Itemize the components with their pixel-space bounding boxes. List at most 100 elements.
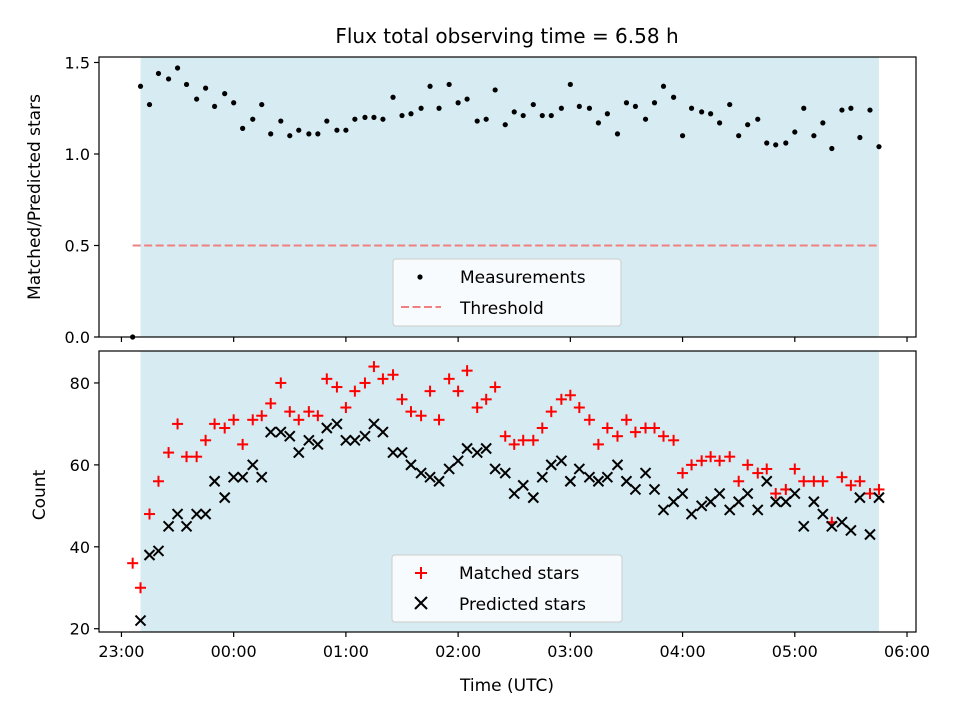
measurement-point <box>194 96 200 102</box>
predicted-star-point <box>704 496 717 508</box>
top-ytick-label: 0.5 <box>65 236 90 255</box>
measurement-point <box>576 103 582 110</box>
predicted-star-point <box>377 426 389 438</box>
matched-star-point <box>836 471 848 483</box>
matched-star-point <box>265 397 277 409</box>
measurement-point <box>455 100 461 106</box>
matched-star-point <box>219 422 231 434</box>
x-tick-label: 04:00 <box>660 642 706 661</box>
matched-star-point <box>237 438 249 450</box>
predicted-star-point <box>162 520 175 533</box>
measurement-point <box>699 109 705 115</box>
matched-star-point <box>686 459 698 471</box>
predicted-star-point <box>471 446 483 459</box>
bottom-ytick-label: 80 <box>70 374 90 393</box>
measurement-point <box>137 83 144 89</box>
measurement-point <box>324 118 330 124</box>
measurement-point <box>530 101 536 108</box>
measurement-point <box>203 85 209 91</box>
matched-star-point <box>770 488 782 500</box>
measurement-point <box>595 120 602 126</box>
matched-star-point <box>181 451 193 463</box>
measurement-point <box>390 94 396 100</box>
predicted-star-point <box>639 467 652 479</box>
matched-star-point <box>191 451 203 463</box>
predicted-star-point <box>499 467 511 479</box>
legend-threshold-label: Threshold <box>459 299 544 319</box>
measurement-point <box>736 133 742 139</box>
matched-star-point <box>564 389 576 401</box>
bottom-legend: Matched stars Predicted stars <box>391 554 623 623</box>
predicted-star-point <box>517 479 529 492</box>
matched-star-point <box>452 385 464 397</box>
matched-star-point <box>405 406 417 418</box>
predicted-star-point <box>752 504 764 516</box>
predicted-star-point <box>648 483 661 496</box>
predicted-star-point <box>190 508 203 520</box>
predicted-star-point <box>761 475 773 487</box>
matched-star-point <box>256 410 268 422</box>
matched-star-point <box>817 475 829 487</box>
bottom-ytick-label: 40 <box>70 538 90 557</box>
predicted-star-point <box>321 422 333 434</box>
matched-star-point <box>321 373 333 385</box>
measurement-point <box>717 120 723 126</box>
measurement-point <box>867 107 873 113</box>
predicted-star-point <box>264 426 277 438</box>
matched-star-point <box>284 406 296 418</box>
measurement-point <box>183 81 190 88</box>
measurement-point <box>857 134 863 141</box>
predicted-star-point <box>601 471 614 483</box>
matched-star-point <box>489 381 501 393</box>
measurement-point <box>548 112 554 119</box>
predicted-star-point <box>180 520 193 533</box>
predicted-star-point <box>218 491 231 504</box>
measurement-point <box>174 65 181 71</box>
predicted-star-point <box>171 508 184 520</box>
matched-star-point <box>696 455 708 467</box>
measurement-point <box>660 83 667 89</box>
measurement-point <box>811 133 817 139</box>
measurement-point <box>764 140 770 146</box>
predicted-star-point <box>415 467 427 479</box>
matched-star-point <box>657 430 669 442</box>
measurement-point <box>231 100 237 106</box>
measurement-point <box>165 76 172 82</box>
predicted-star-point <box>331 418 343 430</box>
measurement-point <box>155 70 162 77</box>
x-tick-label: 23:00 <box>98 642 144 661</box>
matched-star-point <box>377 373 389 385</box>
measurement-point <box>380 116 386 122</box>
measurement-point <box>632 103 639 110</box>
measurement-point <box>623 100 630 106</box>
top-ylabel: Matched/Predicted stars <box>25 94 45 300</box>
matched-star-point <box>152 475 164 487</box>
matched-star-point <box>312 410 324 422</box>
matched-star-point <box>761 463 773 475</box>
matched-star-point <box>742 459 754 471</box>
legend-predicted-label: Predicted stars <box>459 595 586 615</box>
predicted-star-point <box>564 475 577 487</box>
matched-star-point <box>135 582 147 594</box>
matched-star-point <box>714 455 726 467</box>
measurement-point <box>801 105 807 111</box>
predicted-star-point <box>629 483 642 496</box>
x-axis-label: Time (UTC) <box>459 676 554 696</box>
measurement-point <box>502 122 508 128</box>
matched-star-point <box>275 377 287 389</box>
predicted-star-point <box>611 459 624 471</box>
x-tick-label: 02:00 <box>435 642 481 661</box>
predicted-star-point <box>545 459 557 471</box>
top-ytick-label: 0.0 <box>65 328 90 347</box>
predicted-star-point <box>826 520 838 533</box>
predicted-star-point <box>433 475 445 487</box>
matched-star-point <box>873 483 885 495</box>
measurement-point <box>436 105 442 111</box>
matched-star-point <box>545 406 557 418</box>
predicted-star-point <box>452 455 464 467</box>
predicted-star-point <box>199 508 212 520</box>
matched-star-point <box>789 463 801 475</box>
measurement-point <box>614 131 621 137</box>
predicted-star-point <box>303 434 315 447</box>
matched-star-point <box>752 467 764 479</box>
